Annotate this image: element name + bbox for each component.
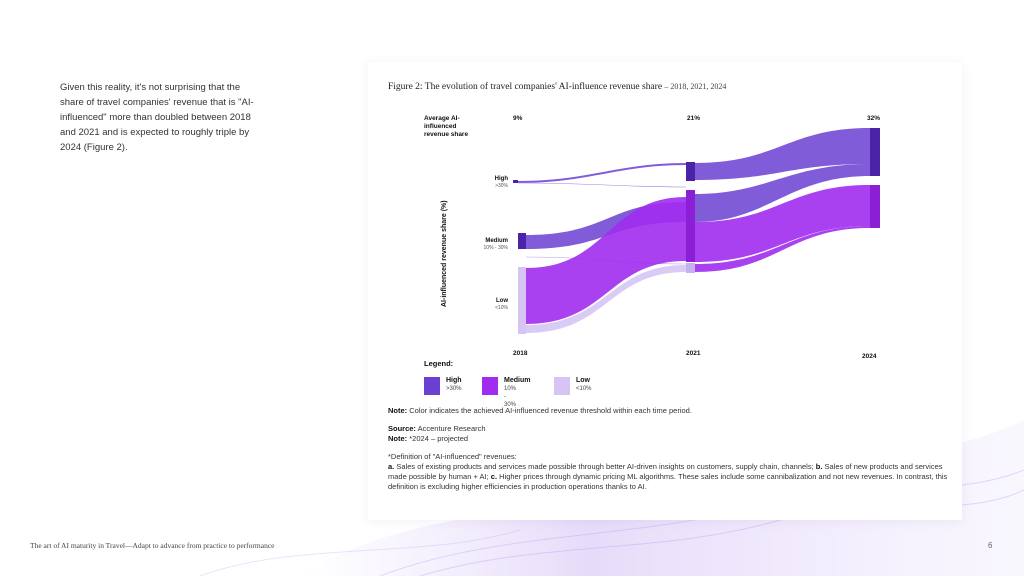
top-label-line2: influenced xyxy=(424,123,457,130)
node-2018-medium xyxy=(518,233,526,249)
figure-notes: Note: Color indicates the achieved AI-in… xyxy=(388,406,948,492)
cat-high-label: High xyxy=(495,176,509,182)
note-projected: Note: *2024 – projected xyxy=(388,434,469,443)
figure-card: Figure 2: The evolution of travel compan… xyxy=(368,62,962,520)
flow-2021-medium-2024-high xyxy=(695,164,870,222)
node-2024-medium xyxy=(870,185,880,228)
intro-paragraph: Given this reality, it's not surprising … xyxy=(60,82,254,153)
year-2021: 2021 xyxy=(686,350,701,357)
legend-swatch-high xyxy=(424,377,440,395)
cat-high-range: >30% xyxy=(495,183,508,189)
top-label-line1: Average AI- xyxy=(424,115,460,122)
legend-medium-label: Medium xyxy=(504,377,531,384)
footer-title: The art of AI maturity in Travel—Adapt t… xyxy=(30,541,275,550)
flow-2021-high-2024-high xyxy=(695,128,870,180)
legend-low-label: Low xyxy=(576,377,590,384)
node-2018-low xyxy=(518,267,526,334)
cat-medium-label: Medium xyxy=(485,238,508,244)
figure-title: Figure 2: The evolution of travel compan… xyxy=(388,82,726,92)
year-2024: 2024 xyxy=(862,353,877,360)
legend-swatch-low xyxy=(554,377,570,395)
sankey-chart: Average AI- influenced revenue share 9% … xyxy=(424,115,880,360)
year-2018: 2018 xyxy=(513,350,528,357)
page-number: 6 xyxy=(988,541,993,550)
legend-high-range: >30% xyxy=(446,386,462,392)
top-label-line3: revenue share xyxy=(424,131,468,138)
definition-heading: *Definition of "AI-influenced" revenues: xyxy=(388,452,517,461)
pct-2018: 9% xyxy=(513,115,523,122)
legend-medium-range: 10% - 30% xyxy=(504,386,517,408)
node-2024-high xyxy=(870,128,880,176)
flow-low-medium xyxy=(526,197,686,324)
node-2018-high xyxy=(513,180,518,183)
legend-high-label: High xyxy=(446,377,462,384)
note-color: Note: Color indicates the achieved AI-in… xyxy=(388,406,692,415)
flow-high-high xyxy=(518,163,686,183)
flow-2021-low-2024-medium xyxy=(695,226,870,272)
flow-2021-medium-2024-medium xyxy=(695,185,870,262)
note-source: Source: Accenture Research xyxy=(388,424,486,433)
legend-low-range: <10% xyxy=(576,386,592,392)
figure-title-years: – 2018, 2021, 2024 xyxy=(664,82,727,91)
flow-high-medium xyxy=(517,182,687,188)
figure-title-text: Figure 2: The evolution of travel compan… xyxy=(388,82,663,92)
cat-low-label: Low xyxy=(496,298,508,304)
node-2021-high xyxy=(686,162,695,181)
flow-low-low xyxy=(526,265,686,333)
cat-medium-range: 10% - 30% xyxy=(484,245,509,251)
y-axis-label: AI-influenced revenue share (%) xyxy=(441,200,448,307)
node-2021-low xyxy=(686,263,695,273)
node-2021-medium xyxy=(686,190,695,262)
definition-body: a. Sales of existing products and servic… xyxy=(388,462,948,491)
legend-swatch-medium xyxy=(482,377,498,395)
pct-2024: 32% xyxy=(867,115,880,122)
pct-2021: 21% xyxy=(687,115,700,122)
legend-title: Legend: xyxy=(424,359,454,368)
cat-low-range: <10% xyxy=(495,305,508,311)
